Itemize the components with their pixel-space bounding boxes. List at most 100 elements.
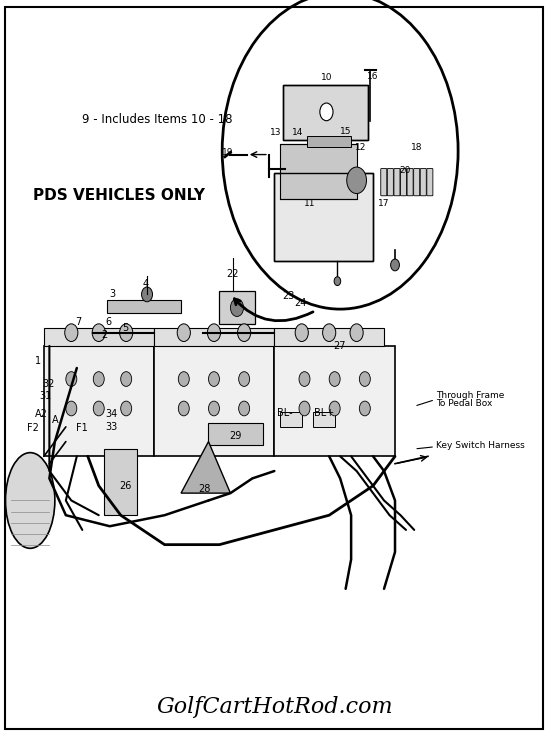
Circle shape — [119, 324, 133, 342]
Text: 17: 17 — [378, 199, 390, 208]
Bar — [313, 412, 334, 427]
Bar — [104, 449, 137, 515]
Circle shape — [66, 372, 77, 386]
FancyBboxPatch shape — [407, 169, 413, 196]
FancyBboxPatch shape — [394, 169, 400, 196]
Circle shape — [323, 324, 336, 342]
Circle shape — [178, 372, 189, 386]
Text: 2: 2 — [101, 330, 107, 340]
Circle shape — [299, 401, 310, 416]
Circle shape — [329, 401, 340, 416]
Text: 1: 1 — [35, 355, 41, 366]
Circle shape — [334, 277, 340, 286]
Circle shape — [94, 372, 104, 386]
Bar — [307, 136, 351, 147]
Text: A: A — [52, 414, 58, 425]
Text: To Pedal Box: To Pedal Box — [436, 399, 493, 408]
Ellipse shape — [6, 453, 55, 548]
Text: 32: 32 — [42, 379, 54, 389]
Bar — [280, 412, 302, 427]
Text: 20: 20 — [399, 166, 411, 175]
Bar — [274, 346, 395, 456]
Text: 26: 26 — [119, 481, 131, 491]
Text: PDS VEHICLES ONLY: PDS VEHICLES ONLY — [33, 188, 205, 202]
Text: Key Switch Harness: Key Switch Harness — [436, 441, 525, 450]
FancyBboxPatch shape — [387, 169, 393, 196]
Text: 29: 29 — [230, 431, 242, 441]
Text: 34: 34 — [106, 408, 118, 419]
Bar — [283, 85, 367, 140]
Text: 27: 27 — [333, 341, 345, 351]
Text: 9 - Includes Items 10 - 18: 9 - Includes Items 10 - 18 — [82, 113, 233, 126]
FancyBboxPatch shape — [414, 169, 420, 196]
Circle shape — [92, 324, 106, 342]
Text: BL+: BL+ — [314, 408, 334, 418]
Text: 13: 13 — [270, 128, 282, 137]
Text: 31: 31 — [39, 391, 51, 401]
Text: 28: 28 — [199, 484, 211, 495]
Text: 4: 4 — [142, 279, 149, 289]
Circle shape — [230, 299, 244, 316]
Circle shape — [359, 372, 370, 386]
Circle shape — [120, 401, 131, 416]
Bar — [274, 173, 373, 261]
Bar — [153, 328, 274, 346]
Circle shape — [207, 324, 221, 342]
Text: 33: 33 — [106, 422, 118, 432]
Text: 14: 14 — [292, 128, 304, 137]
Text: 15: 15 — [340, 127, 351, 136]
Circle shape — [359, 401, 370, 416]
Circle shape — [177, 324, 190, 342]
Bar — [153, 346, 274, 456]
Circle shape — [178, 401, 189, 416]
Text: 3: 3 — [109, 289, 116, 300]
FancyBboxPatch shape — [420, 169, 426, 196]
Bar — [219, 291, 255, 324]
Text: 5: 5 — [122, 322, 128, 333]
Text: 6: 6 — [106, 317, 112, 328]
Text: 11: 11 — [304, 199, 316, 208]
Bar — [44, 328, 153, 346]
FancyBboxPatch shape — [427, 169, 433, 196]
Bar — [280, 144, 356, 199]
Circle shape — [239, 372, 250, 386]
Circle shape — [346, 167, 366, 194]
Text: GolfCartHotRod.com: GolfCartHotRod.com — [156, 696, 393, 718]
Circle shape — [299, 372, 310, 386]
Text: A2: A2 — [35, 408, 48, 419]
Text: F1: F1 — [76, 423, 88, 434]
Text: 10: 10 — [321, 73, 332, 82]
Circle shape — [66, 401, 77, 416]
Circle shape — [329, 372, 340, 386]
Circle shape — [65, 324, 78, 342]
Circle shape — [94, 401, 104, 416]
Circle shape — [239, 401, 250, 416]
Bar — [208, 423, 263, 445]
Text: 24: 24 — [294, 298, 307, 308]
Circle shape — [295, 324, 309, 342]
Circle shape — [350, 324, 363, 342]
Circle shape — [208, 372, 219, 386]
Circle shape — [141, 287, 152, 302]
Text: 7: 7 — [75, 317, 81, 328]
Circle shape — [120, 372, 131, 386]
Text: 18: 18 — [411, 143, 423, 152]
Polygon shape — [181, 442, 230, 493]
FancyBboxPatch shape — [400, 169, 406, 196]
Circle shape — [208, 401, 219, 416]
Bar — [107, 300, 181, 313]
Text: 16: 16 — [367, 72, 379, 81]
Text: 22: 22 — [226, 269, 238, 279]
Text: BL-: BL- — [278, 408, 293, 418]
FancyBboxPatch shape — [381, 169, 387, 196]
Text: 12: 12 — [355, 143, 367, 152]
Bar — [274, 328, 384, 346]
Bar — [283, 85, 367, 140]
Text: 19: 19 — [222, 148, 233, 157]
Circle shape — [238, 324, 251, 342]
Circle shape — [320, 103, 333, 121]
Text: 23: 23 — [282, 291, 294, 301]
Circle shape — [390, 259, 399, 271]
Bar — [274, 173, 373, 261]
Bar — [44, 346, 153, 456]
